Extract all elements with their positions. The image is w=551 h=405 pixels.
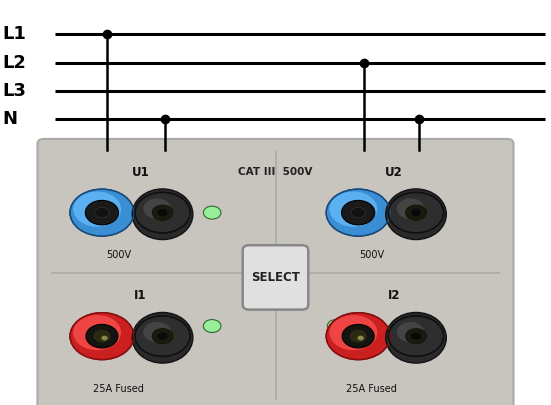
Circle shape	[158, 333, 168, 340]
Ellipse shape	[386, 189, 446, 240]
Circle shape	[152, 328, 173, 344]
Circle shape	[406, 205, 426, 220]
Circle shape	[388, 192, 444, 233]
Circle shape	[73, 315, 121, 350]
Text: L3: L3	[3, 82, 26, 100]
Text: L1: L1	[3, 26, 26, 43]
Circle shape	[70, 189, 134, 236]
Circle shape	[158, 209, 168, 216]
Circle shape	[327, 206, 345, 219]
Circle shape	[358, 336, 364, 340]
Circle shape	[143, 198, 171, 219]
Circle shape	[85, 200, 118, 225]
Circle shape	[350, 330, 366, 342]
Circle shape	[397, 322, 424, 342]
Circle shape	[327, 320, 345, 333]
Text: 500V: 500V	[359, 250, 385, 260]
Ellipse shape	[132, 313, 193, 363]
Circle shape	[143, 322, 171, 342]
Circle shape	[135, 316, 190, 356]
Text: SELECT: SELECT	[251, 271, 300, 284]
FancyBboxPatch shape	[242, 245, 309, 309]
Circle shape	[73, 192, 121, 227]
Circle shape	[411, 209, 421, 216]
Text: 25A Fused: 25A Fused	[93, 384, 144, 394]
Circle shape	[70, 313, 134, 360]
Circle shape	[86, 324, 118, 348]
Text: L2: L2	[3, 54, 26, 72]
Circle shape	[397, 198, 424, 219]
Circle shape	[203, 320, 221, 333]
Circle shape	[101, 336, 107, 340]
Text: U1: U1	[132, 166, 149, 179]
Circle shape	[329, 192, 377, 227]
Text: I1: I1	[134, 289, 147, 302]
Circle shape	[94, 330, 110, 342]
Ellipse shape	[386, 313, 446, 363]
Circle shape	[388, 316, 444, 356]
Circle shape	[342, 200, 375, 225]
Circle shape	[152, 205, 173, 220]
Circle shape	[329, 315, 377, 350]
Circle shape	[406, 328, 426, 344]
Ellipse shape	[132, 189, 193, 240]
Text: U2: U2	[385, 166, 403, 179]
FancyBboxPatch shape	[37, 139, 514, 405]
Text: CAT III  500V: CAT III 500V	[239, 167, 312, 177]
Circle shape	[411, 333, 421, 340]
Circle shape	[342, 324, 374, 348]
Circle shape	[203, 206, 221, 219]
Text: 25A Fused: 25A Fused	[347, 384, 397, 394]
Circle shape	[135, 192, 190, 233]
Circle shape	[326, 313, 390, 360]
Text: N: N	[3, 111, 18, 128]
Circle shape	[351, 207, 365, 218]
Text: I2: I2	[388, 289, 400, 302]
Text: 500V: 500V	[106, 250, 131, 260]
Circle shape	[95, 207, 109, 218]
Circle shape	[326, 189, 390, 236]
